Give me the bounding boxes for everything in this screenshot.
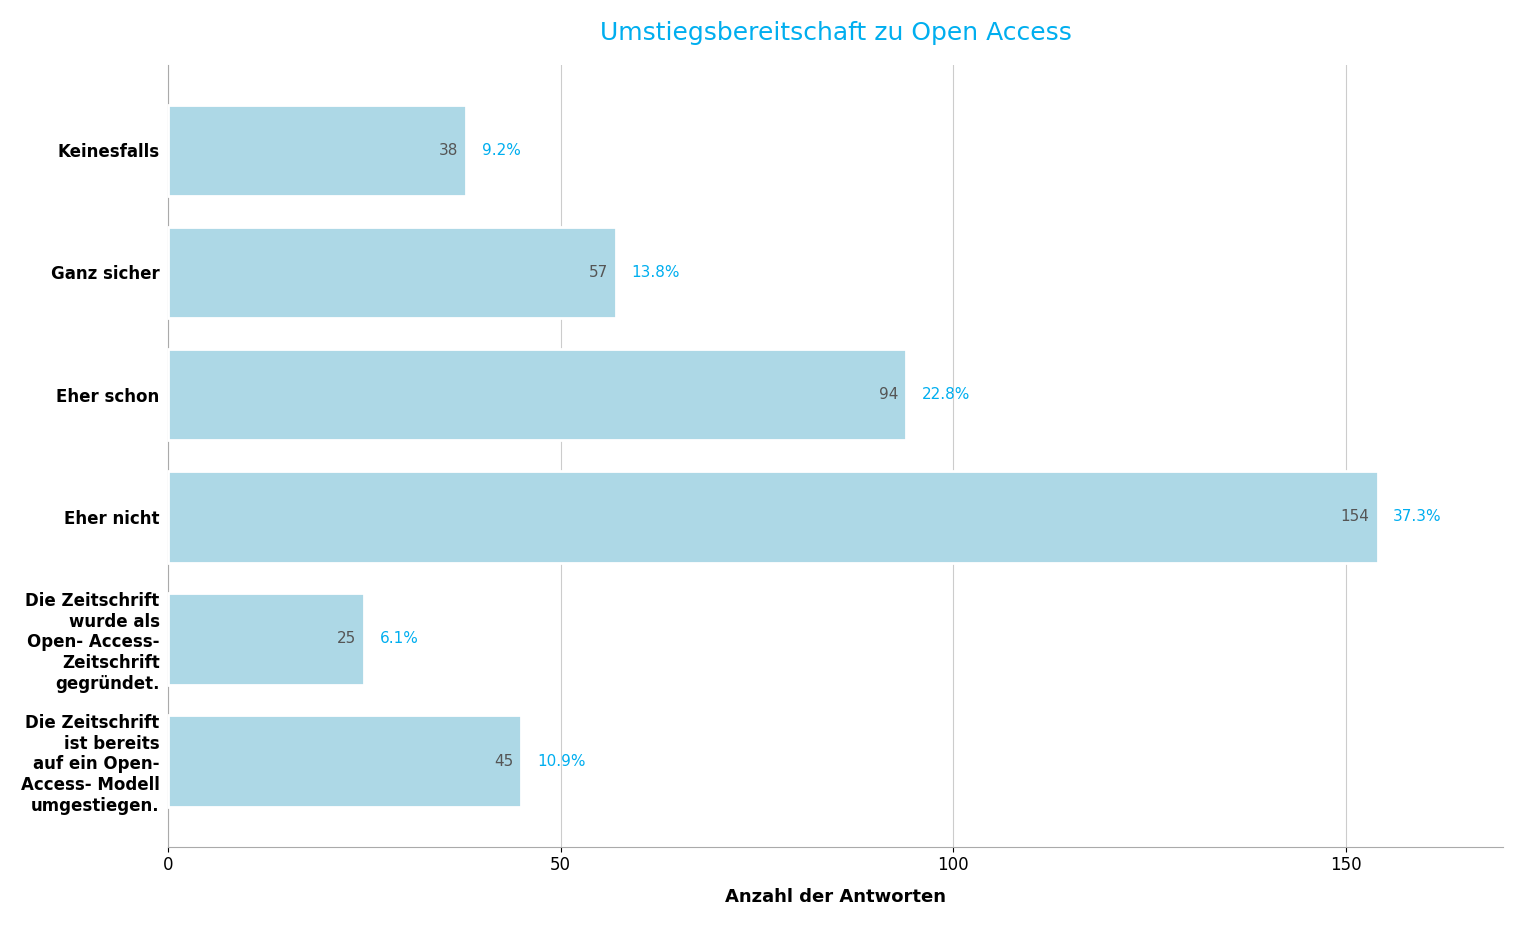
Text: 38: 38 bbox=[439, 143, 459, 158]
Bar bbox=[168, 716, 521, 806]
Bar bbox=[168, 593, 364, 685]
Text: 45: 45 bbox=[494, 754, 514, 768]
Bar bbox=[168, 227, 616, 318]
Text: 25: 25 bbox=[337, 631, 357, 646]
Text: 9.2%: 9.2% bbox=[482, 143, 521, 158]
Text: 13.8%: 13.8% bbox=[631, 265, 680, 280]
Bar bbox=[168, 349, 907, 440]
Bar bbox=[168, 471, 1378, 563]
Text: 37.3%: 37.3% bbox=[1393, 509, 1442, 525]
Text: 22.8%: 22.8% bbox=[922, 387, 971, 402]
Text: 154: 154 bbox=[1341, 509, 1370, 525]
X-axis label: Anzahl der Antworten: Anzahl der Antworten bbox=[725, 888, 946, 907]
Text: 94: 94 bbox=[879, 387, 899, 402]
Bar bbox=[168, 105, 466, 197]
Title: Umstiegsbereitschaft zu Open Access: Umstiegsbereitschaft zu Open Access bbox=[599, 20, 1071, 44]
Text: 6.1%: 6.1% bbox=[379, 631, 419, 646]
Text: 57: 57 bbox=[588, 265, 608, 280]
Text: 10.9%: 10.9% bbox=[536, 754, 585, 768]
